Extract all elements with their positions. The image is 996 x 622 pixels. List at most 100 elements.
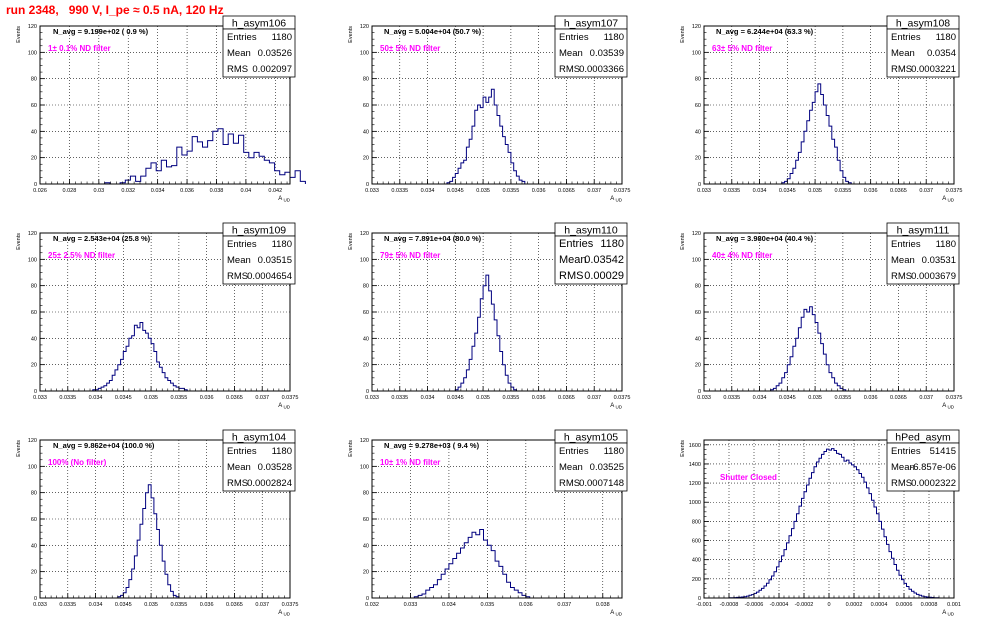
x-tick-label: 0.0335 bbox=[723, 395, 740, 401]
x-axis-label-subscript: UD bbox=[282, 405, 291, 410]
x-tick-label: 0.0345 bbox=[115, 395, 132, 401]
stats-value: 0.0002322 bbox=[911, 478, 956, 489]
stats-label: RMS bbox=[891, 64, 912, 75]
stats-value: 0.002097 bbox=[252, 64, 292, 75]
n-avg-label: N_avg = 3.980e+04 (40.4 %) bbox=[716, 234, 814, 243]
stats-value: 1180 bbox=[936, 239, 956, 250]
stats-title: h_asym106 bbox=[232, 18, 286, 30]
y-axis-label: Events bbox=[348, 26, 354, 43]
stats-label: Entries bbox=[559, 238, 594, 250]
y-axis-label: Events bbox=[680, 26, 686, 43]
stats-box bbox=[886, 28, 960, 78]
y-tick-label: 20 bbox=[31, 363, 37, 369]
histogram-panel-h_asym111: 0.033 0.0335 0.034 0.0345 0.035 0.0355 0.036 0.… bbox=[680, 222, 962, 410]
n-avg-label: N_avg = 9.862e+04 (100.0 %) bbox=[53, 441, 155, 450]
x-tick-label: 0.0345 bbox=[779, 395, 796, 401]
x-tick-label: 0.034 bbox=[151, 188, 165, 194]
x-tick-label: 0 bbox=[827, 602, 830, 608]
stats-title: h_asym108 bbox=[896, 18, 950, 30]
stats-label: Entries bbox=[227, 239, 257, 250]
stats-value: 1180 bbox=[272, 32, 292, 43]
stats-label: Entries bbox=[559, 446, 589, 457]
x-tick-label: 0.0375 bbox=[282, 395, 299, 401]
x-tick-label: 0.034 bbox=[421, 188, 435, 194]
y-axis-label: Events bbox=[16, 233, 22, 250]
y-tick-label: 100 bbox=[28, 50, 37, 56]
histogram-panel-h_asym109: 0.033 0.0335 0.034 0.0345 0.035 0.0355 0.036 0.… bbox=[16, 222, 299, 410]
y-tick-label: 0 bbox=[366, 182, 369, 188]
stats-box bbox=[222, 235, 296, 285]
stats-box bbox=[222, 442, 296, 492]
y-tick-label: 100 bbox=[360, 50, 369, 56]
x-axis-label: A UD bbox=[942, 196, 955, 203]
x-tick-label: 0.0004 bbox=[871, 602, 888, 608]
y-tick-label: 0 bbox=[34, 182, 37, 188]
x-tick-label: 0.026 bbox=[33, 188, 47, 194]
x-tick-label: 0.033 bbox=[404, 602, 418, 608]
stats-value: -6.857e-06 bbox=[910, 462, 956, 473]
x-tick-label: 0.038 bbox=[210, 188, 224, 194]
x-tick-label: 0.0355 bbox=[170, 395, 187, 401]
stats-value: 0.03531 bbox=[922, 255, 956, 266]
x-tick-label: 0.0345 bbox=[447, 188, 464, 194]
stats-box bbox=[554, 442, 628, 492]
y-tick-label: 0 bbox=[34, 596, 37, 602]
x-tick-label: 0.0365 bbox=[890, 395, 907, 401]
y-axis-label: Events bbox=[16, 440, 22, 457]
stats-value: 0.0004654 bbox=[247, 271, 292, 282]
x-tick-label: 0.035 bbox=[476, 395, 490, 401]
y-axis-label: Events bbox=[16, 26, 22, 43]
x-tick-label: 0.0335 bbox=[59, 602, 76, 608]
y-tick-label: 40 bbox=[695, 129, 701, 135]
x-tick-label: 0.001 bbox=[947, 602, 961, 608]
y-tick-label: 80 bbox=[363, 284, 369, 290]
histogram-series bbox=[454, 274, 517, 391]
y-tick-label: 120 bbox=[692, 231, 701, 237]
x-tick-label: 0.033 bbox=[33, 395, 47, 401]
x-tick-label: 0.034 bbox=[753, 188, 767, 194]
stats-box bbox=[554, 235, 628, 285]
y-tick-label: 60 bbox=[363, 103, 369, 109]
page-title: run 2348, 990 V, I_pe ≈ 0.5 nA, 120 Hz bbox=[6, 3, 224, 17]
y-tick-label: 120 bbox=[360, 231, 369, 237]
x-tick-label: 0.0355 bbox=[502, 188, 519, 194]
stats-label: Mean bbox=[891, 462, 915, 473]
y-tick-label: 100 bbox=[360, 464, 369, 470]
x-tick-label: 0.034 bbox=[442, 602, 456, 608]
filter-annotation: 100% (No filter) bbox=[48, 458, 107, 467]
y-tick-label: 800 bbox=[692, 519, 701, 525]
histogram-panel-h_asym108: 0.033 0.0335 0.034 0.0345 0.035 0.0355 0.036 0.… bbox=[680, 15, 962, 203]
stats-box bbox=[554, 28, 628, 78]
stats-label: Entries bbox=[227, 446, 257, 457]
y-tick-label: 1000 bbox=[689, 500, 701, 506]
x-tick-label: 0.036 bbox=[519, 602, 533, 608]
y-tick-label: 60 bbox=[695, 310, 701, 316]
histogram-series bbox=[446, 88, 526, 184]
stats-value: 51415 bbox=[930, 446, 956, 457]
stats-value: 0.00029 bbox=[584, 270, 624, 282]
x-tick-label: 0.036 bbox=[200, 602, 214, 608]
x-tick-label: 0.0006 bbox=[896, 602, 913, 608]
y-tick-label: 20 bbox=[31, 156, 37, 162]
x-tick-label: 0.037 bbox=[919, 188, 933, 194]
histogram-series bbox=[413, 529, 531, 598]
x-tick-label: 0.0355 bbox=[170, 602, 187, 608]
x-tick-label: 0.033 bbox=[697, 188, 711, 194]
x-tick-label: 0.0355 bbox=[502, 395, 519, 401]
y-tick-label: 60 bbox=[31, 310, 37, 316]
x-tick-label: 0.0355 bbox=[834, 188, 851, 194]
stats-label: RMS bbox=[891, 271, 912, 282]
y-tick-label: 0 bbox=[366, 596, 369, 602]
stats-label: Entries bbox=[559, 32, 589, 43]
x-tick-label: 0.035 bbox=[481, 602, 495, 608]
stats-value: 0.0002824 bbox=[247, 478, 292, 489]
stats-label: Mean bbox=[559, 48, 583, 59]
filter-annotation: 25± 2.5% ND filter bbox=[48, 251, 115, 260]
histogram-series bbox=[92, 322, 188, 391]
stats-value: 0.0007148 bbox=[579, 478, 624, 489]
x-tick-label: 0.035 bbox=[144, 395, 158, 401]
stats-title: h_asym104 bbox=[232, 432, 286, 444]
y-tick-label: 120 bbox=[28, 231, 37, 237]
x-tick-label: 0.042 bbox=[268, 188, 282, 194]
